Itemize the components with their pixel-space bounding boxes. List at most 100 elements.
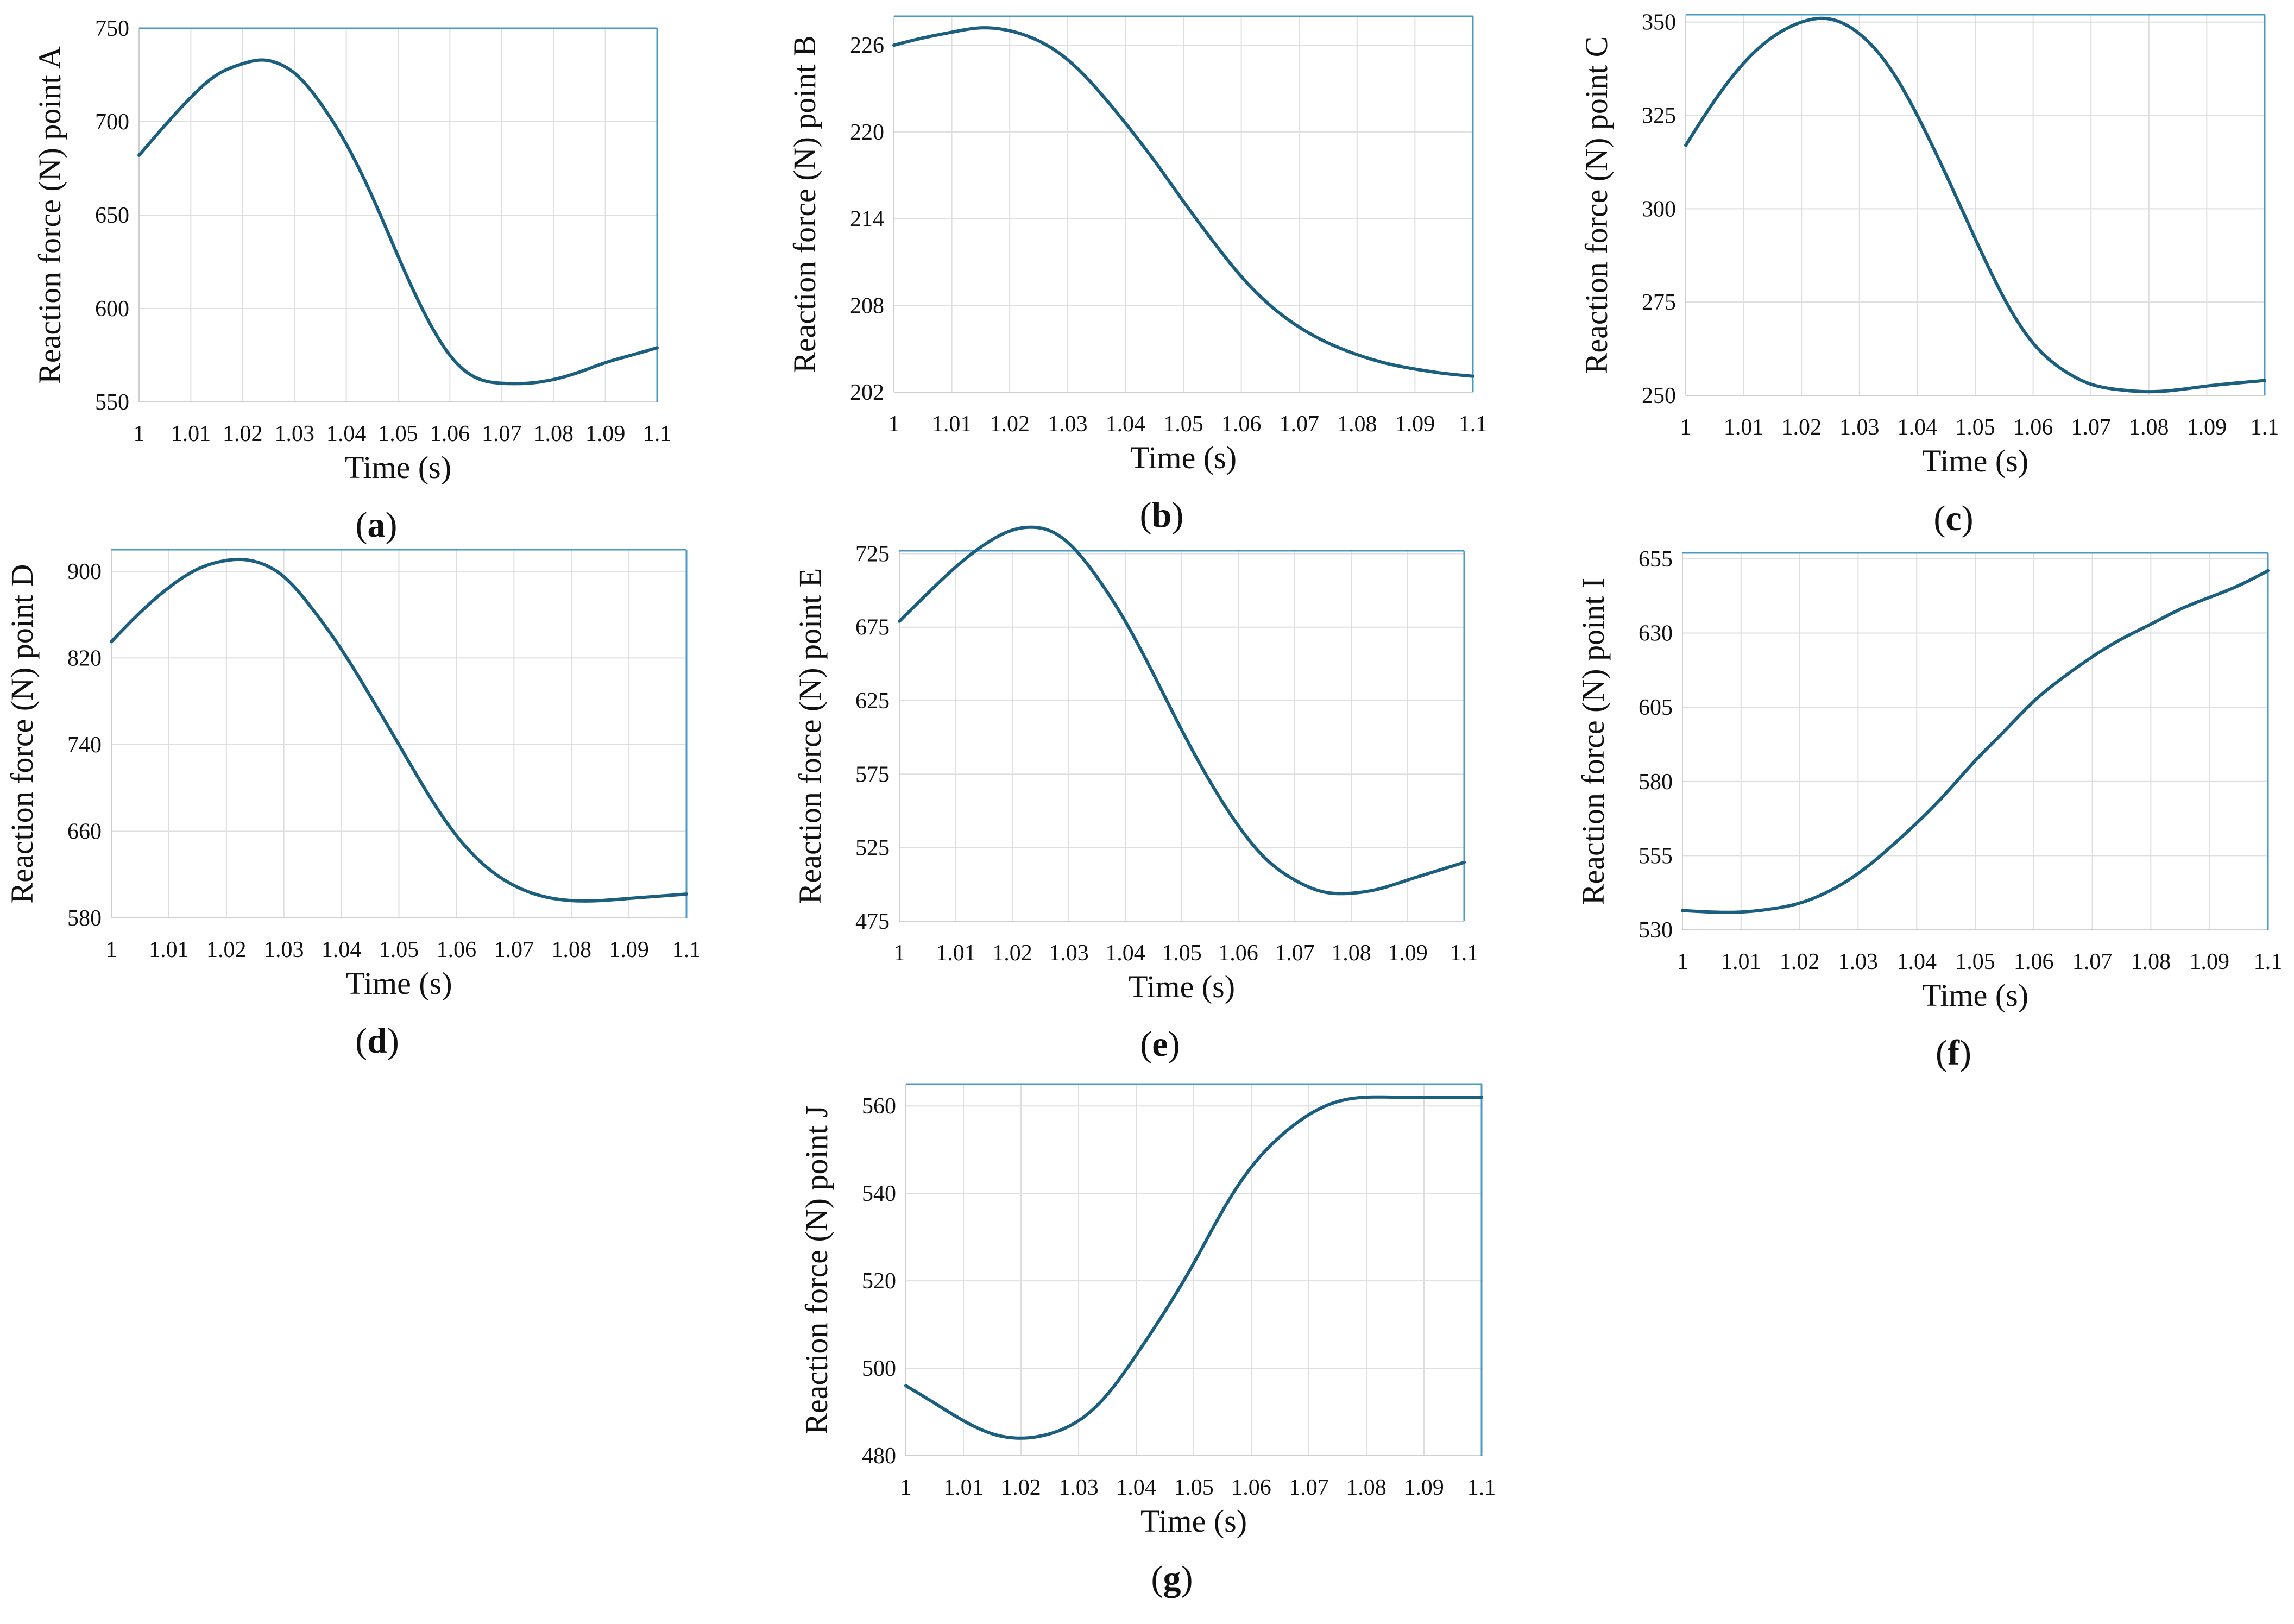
x-tick-label: 1.02 [1780,949,1820,974]
x-tick-label: 1.05 [1955,949,1995,974]
y-tick-label: 550 [95,390,129,415]
panel-label: (g) [1151,1559,1193,1598]
series-line-point-E [898,525,1466,896]
x-tick-label: 1.01 [943,1475,984,1500]
y-tick-label: 555 [1638,844,1673,868]
y-tick-label: 530 [1638,918,1673,943]
x-tick-label: 1.1 [1459,412,1488,437]
y-tick-label: 560 [862,1094,896,1119]
x-tick-label: 1 [106,937,117,962]
x-tick-label: 1 [894,941,905,966]
x-tick-label: 1.04 [326,421,367,446]
x-tick-label: 1.07 [494,937,534,962]
x-tick-label: 1.01 [171,421,211,446]
x-tick-label: 1.04 [1116,1475,1156,1500]
y-tick-label: 580 [1638,770,1673,795]
x-tick-label: 1.1 [2251,415,2279,440]
panel-label: (a) [356,505,398,545]
x-tick-label: 1.1 [1450,941,1479,966]
x-tick-label: 1.05 [1955,415,1995,440]
x-axis-label: Time (s) [1140,1503,1247,1539]
y-axis-label: Reaction force (N) point D [4,564,40,904]
x-tick-label: 1.06 [430,421,470,446]
x-tick-label: 1.05 [1162,941,1202,966]
x-tick-label: 1.08 [533,421,574,446]
x-tick-label: 1.08 [551,937,591,962]
y-tick-label: 480 [862,1444,896,1469]
x-axis-label: Time (s) [1129,969,1235,1004]
y-tick-label: 220 [850,120,884,145]
x-tick-label: 1.1 [2254,949,2283,974]
x-tick-label: 1.02 [990,412,1030,437]
x-tick-label: 1.1 [1467,1475,1496,1500]
x-tick-label: 1.04 [1898,415,1938,440]
x-tick-label: 1.09 [585,421,626,446]
panel-label: (d) [355,1021,399,1061]
y-tick-label: 740 [67,733,102,758]
x-tick-label: 1.04 [1105,941,1145,966]
x-tick-label: 1 [1677,949,1688,974]
y-axis-label: Reaction force (N) point I [1575,578,1611,905]
y-tick-label: 655 [1638,547,1673,572]
y-tick-label: 605 [1638,695,1673,720]
y-axis-label: Reaction force (N) point B [787,35,822,373]
x-tick-label: 1.01 [1724,415,1764,440]
x-axis-label: Time (s) [1922,443,2028,479]
x-tick-label: 1.07 [1275,941,1315,966]
x-tick-label: 1 [888,412,900,437]
x-axis-label: Time (s) [345,966,452,1001]
x-tick-label: 1.09 [2187,415,2227,440]
x-tick-label: 1.04 [322,937,362,962]
x-axis-label: Time (s) [1922,978,2028,1013]
series-line-point-J [904,1095,1483,1440]
x-tick-label: 1.06 [2014,949,2054,974]
y-tick-label: 525 [855,836,890,861]
y-tick-label: 650 [95,203,129,228]
x-tick-label: 1.02 [1001,1475,1041,1500]
x-tick-label: 1.09 [609,937,649,962]
y-tick-label: 520 [862,1269,896,1294]
y-tick-label: 600 [95,297,129,322]
y-tick-label: 202 [850,380,884,405]
x-tick-label: 1.02 [992,941,1032,966]
y-tick-label: 275 [1642,290,1676,315]
x-tick-label: 1.08 [1331,941,1371,966]
y-tick-label: 226 [850,33,884,58]
x-tick-label: 1.04 [1896,949,1937,974]
series-line-point-D [110,557,688,903]
y-tick-label: 625 [855,689,890,714]
x-tick-label: 1.03 [1058,1475,1099,1500]
x-tick-label: 1.05 [378,421,418,446]
x-tick-label: 1.07 [2071,415,2111,440]
y-tick-label: 580 [67,906,102,931]
panel-label: (e) [1140,1024,1180,1064]
series-line-point-B [892,26,1474,378]
x-axis-label: Time (s) [1130,440,1237,475]
y-tick-label: 675 [855,615,890,640]
x-tick-label: 1.03 [264,937,304,962]
x-tick-label: 1.02 [223,421,263,446]
x-tick-label: 1.02 [1781,415,1822,440]
panel-label: (f) [1936,1033,1971,1073]
series-line-point-C [1684,16,2266,394]
y-tick-label: 820 [67,646,102,671]
x-tick-label: 1.1 [643,421,672,446]
y-tick-label: 660 [67,819,102,844]
y-tick-label: 300 [1642,197,1676,222]
x-tick-label: 1.08 [2131,949,2171,974]
x-tick-label: 1.06 [1221,412,1262,437]
x-tick-label: 1.06 [437,937,477,962]
x-tick-label: 1.09 [1404,1475,1444,1500]
x-tick-label: 1.06 [2013,415,2053,440]
panel-label: (b) [1140,495,1184,535]
x-tick-label: 1.05 [1174,1475,1214,1500]
x-tick-label: 1.09 [1388,941,1428,966]
y-tick-label: 700 [95,110,129,135]
y-axis-label: Reaction force (N) point A [32,46,67,384]
